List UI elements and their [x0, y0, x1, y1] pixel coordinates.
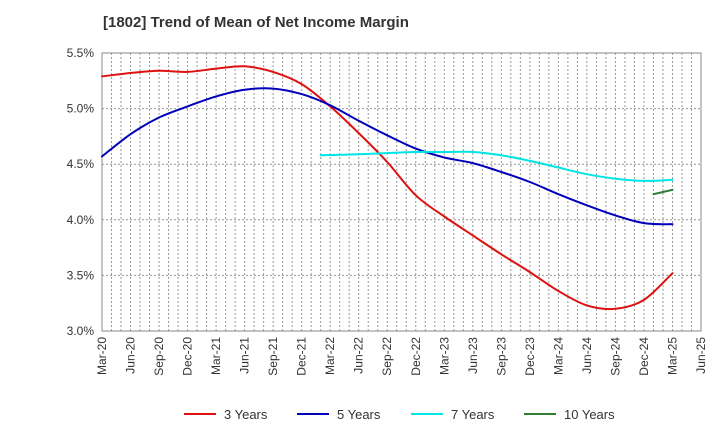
x-tick-label: Dec-22 [409, 337, 423, 376]
y-tick-label: 4.0% [67, 213, 95, 227]
legend-label: 3 Years [224, 407, 268, 422]
y-tick-label: 5.5% [67, 46, 95, 60]
x-tick-label: Mar-20 [95, 337, 109, 375]
legend-label: 5 Years [337, 407, 381, 422]
x-tick-label: Dec-21 [295, 337, 309, 376]
x-tick-label: Jun-23 [466, 337, 480, 374]
x-tick-label: Dec-20 [181, 337, 195, 376]
legend: 3 Years 5 Years 7 Years 10 Years [184, 407, 615, 422]
plot-border [101, 52, 702, 332]
grid-lines [102, 52, 701, 332]
y-tick-label: 5.0% [67, 102, 95, 116]
x-tick-label: Mar-23 [437, 337, 451, 375]
x-tick-label: Sep-21 [266, 337, 280, 376]
legend-label: 7 Years [451, 407, 495, 422]
x-tick-label: Jun-20 [124, 337, 138, 374]
y-tick-label: 3.0% [67, 324, 95, 338]
series-lines [101, 65, 674, 311]
x-tick-label: Jun-21 [238, 337, 252, 374]
x-axis: Mar-20 Jun-20 Sep-20 Dec-20 Mar-21 Jun-21 Sep-… [95, 337, 708, 376]
plot-area [101, 52, 702, 332]
x-tick-label: Dec-23 [523, 337, 537, 376]
x-tick-label: Dec-24 [637, 337, 651, 376]
x-tick-label: Mar-22 [323, 337, 337, 375]
x-tick-label: Sep-22 [380, 337, 394, 376]
x-tick-label: Mar-21 [209, 337, 223, 375]
series-line-5-years [101, 87, 674, 226]
series-line-10-years [652, 188, 674, 196]
x-tick-label: Mar-25 [665, 337, 679, 375]
legend-label: 10 Years [564, 407, 615, 422]
x-tick-label: Jun-25 [694, 337, 708, 374]
series-line-3-years [101, 65, 674, 311]
y-tick-label: 3.5% [67, 268, 95, 282]
series-line-7-years [319, 150, 674, 182]
x-tick-label: Sep-20 [152, 337, 166, 376]
x-tick-label: Sep-24 [608, 337, 622, 376]
x-tick-label: Jun-22 [352, 337, 366, 374]
x-tick-label: Jun-24 [580, 337, 594, 374]
x-tick-label: Mar-24 [551, 337, 565, 375]
x-tick-label: Sep-23 [494, 337, 508, 376]
chart-title: [1802] Trend of Mean of Net Income Margi… [103, 14, 409, 31]
y-tick-label: 4.5% [67, 157, 95, 171]
y-axis: 3.0% 3.5% 4.0% 4.5% 5.0% 5.5% [67, 46, 95, 338]
